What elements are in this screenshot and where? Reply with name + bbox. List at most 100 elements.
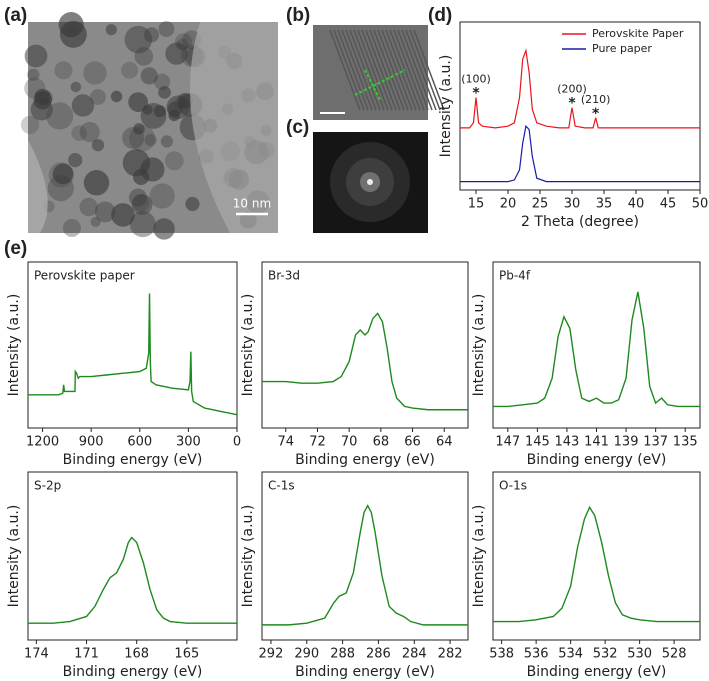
x-tick-label: 532 (593, 647, 618, 662)
y-axis-label: Intensity (a.u.) (471, 294, 487, 397)
texture (354, 69, 406, 96)
x-tick-label: 25 (532, 197, 549, 212)
x-tick-label: 530 (627, 647, 652, 662)
texture (68, 153, 83, 168)
texture (153, 218, 175, 240)
texture (385, 29, 417, 111)
texture (129, 125, 156, 152)
x-tick-label: 288 (330, 647, 355, 662)
x-tick-label: 600 (127, 435, 152, 450)
texture (105, 24, 117, 36)
texture (122, 149, 151, 177)
texture (158, 86, 171, 99)
texture (71, 125, 88, 142)
spectrum-line (262, 312, 468, 411)
x-tick-label: 137 (643, 435, 668, 450)
texture (83, 169, 110, 196)
y-axis-label: Intensity (a.u.) (6, 505, 22, 608)
x-axis-label: Binding energy (eV) (63, 452, 203, 468)
tem-image (20, 12, 278, 240)
peak-marker: * (472, 86, 480, 102)
texture (122, 126, 145, 149)
texture (168, 109, 180, 122)
texture (153, 73, 171, 90)
texture (413, 29, 445, 111)
x-axis-label: 2 Theta (degree) (521, 214, 639, 230)
peak-label: (210) (581, 93, 611, 106)
texture (79, 121, 100, 143)
texture (58, 12, 84, 38)
texture (90, 89, 106, 105)
panel-label: (d) (428, 5, 452, 26)
series-line (460, 48, 700, 129)
texture (83, 61, 107, 85)
x-tick-label: 143 (555, 435, 580, 450)
plot-frame (261, 261, 469, 429)
texture (128, 188, 148, 207)
texture (329, 29, 361, 111)
x-tick-label: 292 (259, 647, 284, 662)
texture (110, 90, 123, 103)
texture (405, 29, 437, 111)
x-tick-label: 165 (174, 647, 199, 662)
plot-frame (492, 471, 701, 641)
x-tick-label: 68 (373, 435, 390, 450)
texture (177, 93, 193, 109)
texture (128, 92, 148, 112)
texture (160, 135, 173, 148)
x-axis-label: Binding energy (eV) (63, 664, 203, 680)
panel-title: Perovskite paper (34, 269, 135, 283)
texture (397, 29, 429, 111)
x-tick-label: 45 (660, 197, 677, 212)
texture (28, 140, 48, 233)
x-tick-label: 0 (233, 435, 241, 450)
texture (345, 29, 377, 111)
x-tick-label: 290 (294, 647, 319, 662)
x-tick-label: 174 (24, 647, 49, 662)
texture (401, 29, 433, 111)
peak-label: (100) (461, 73, 491, 86)
texture (341, 29, 373, 111)
peak-marker: * (568, 96, 576, 112)
x-axis-label: Binding energy (eV) (295, 452, 435, 468)
panel-label: (e) (4, 238, 27, 259)
y-axis-label: Intensity (a.u.) (6, 294, 22, 397)
texture (164, 151, 184, 171)
texture (144, 134, 157, 147)
texture (90, 216, 101, 228)
texture (34, 88, 51, 105)
x-tick-label: 284 (402, 647, 427, 662)
texture (333, 29, 365, 111)
panel-title: Pb-4f (499, 269, 531, 283)
texture (124, 25, 153, 54)
y-axis-label: Intensity (a.u.) (471, 505, 487, 608)
texture (185, 196, 200, 212)
texture (62, 219, 81, 238)
texture (121, 61, 139, 79)
texture (54, 61, 73, 80)
texture (381, 29, 413, 111)
texture (361, 29, 393, 111)
texture (377, 29, 409, 111)
panel-title: O-1s (499, 479, 527, 493)
texture (190, 22, 278, 233)
texture (149, 183, 175, 209)
panel-title: S-2p (34, 479, 61, 493)
x-tick-label: 15 (468, 197, 485, 212)
texture (70, 81, 82, 93)
texture (165, 42, 188, 65)
x-tick-label: 171 (74, 647, 99, 662)
x-tick-label: 528 (662, 647, 687, 662)
x-tick-label: 139 (614, 435, 639, 450)
x-tick-label: 282 (438, 647, 463, 662)
x-tick-label: 20 (500, 197, 517, 212)
texture (369, 29, 401, 111)
texture (24, 44, 48, 68)
x-tick-label: 50 (692, 197, 709, 212)
legend-label: Perovskite Paper (592, 27, 684, 40)
x-tick-label: 168 (124, 647, 149, 662)
x-tick-label: 286 (366, 647, 391, 662)
texture (91, 138, 105, 152)
texture (94, 201, 116, 223)
